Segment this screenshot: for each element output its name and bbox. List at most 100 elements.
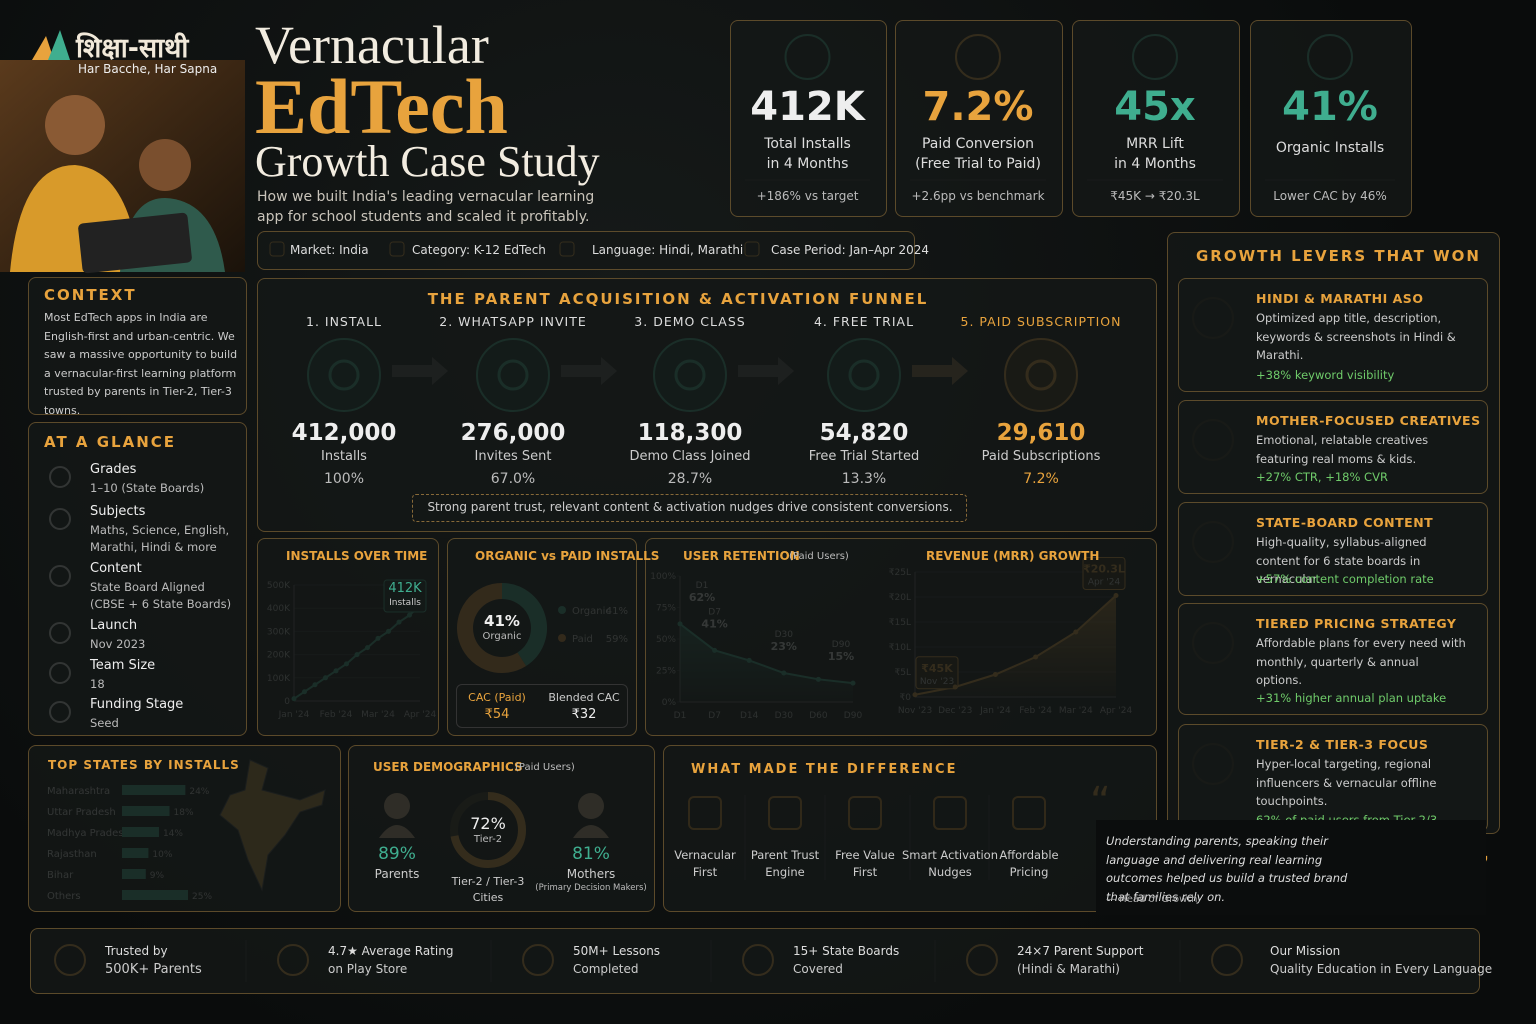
chart-title: ORGANIC vs PAID INSTALLS <box>475 549 660 563</box>
meta-bar <box>257 231 915 270</box>
lever-text: High-quality, syllabus-aligned content f… <box>1256 535 1427 586</box>
glance-label: Subjects <box>90 504 146 519</box>
lever-result: +38% keyword visibility <box>1256 368 1395 382</box>
kpi-value: 7.2% <box>922 84 1034 130</box>
meta-item: Market: India <box>290 243 369 257</box>
lever-result: +57% content completion rate <box>1256 572 1434 586</box>
kpi-card <box>1250 20 1412 217</box>
difference-item: Affordable Pricing <box>999 848 1059 879</box>
kpi-note: +186% vs target <box>756 189 859 203</box>
funnel-step: 5. PAID SUBSCRIPTION <box>960 314 1122 329</box>
chart-subtitle: (Paid Users) <box>789 551 849 562</box>
title: EdTech <box>255 63 508 150</box>
funnel-pct: 100% <box>323 471 365 487</box>
section-title: CONTEXT <box>44 286 137 304</box>
chart-title: INSTALLS OVER TIME <box>286 549 428 563</box>
glance-value: Seed <box>90 716 119 730</box>
kpi-note: +2.6pp vs benchmark <box>911 189 1045 203</box>
funnel-pct: 13.3% <box>841 471 887 487</box>
photo-person <box>139 139 191 191</box>
stat-label: Blended CAC <box>548 691 620 704</box>
funnel-label: Paid Subscriptions <box>981 449 1101 464</box>
demo-note: (Primary Decision Makers) <box>535 883 647 893</box>
chart-panel <box>257 538 439 736</box>
annotation: 412K <box>388 581 422 596</box>
logo <box>32 36 54 60</box>
funnel-label: Free Trial Started <box>808 449 920 464</box>
title: Vernacular <box>255 15 489 75</box>
meta-item: Case Period: Jan–Apr 2024 <box>771 243 930 257</box>
difference-item: Parent Trust Engine <box>750 848 820 879</box>
meta-item: Category: K-12 EdTech <box>412 243 546 257</box>
funnel-panel <box>257 278 1157 532</box>
demo-value: 72% <box>470 814 506 833</box>
photo-tablet <box>78 212 192 274</box>
funnel-step: 3. DEMO CLASS <box>634 314 746 329</box>
glance-value: Maths, Science, English, Marathi, Hindi … <box>90 523 230 554</box>
difference-item: Free Value First <box>835 848 895 879</box>
funnel-pct: 7.2% <box>1023 471 1059 487</box>
lever-title: HINDI & MARATHI ASO <box>1256 291 1424 306</box>
stat-box <box>456 684 628 728</box>
section-title: GROWTH LEVERS THAT WON <box>1196 247 1481 265</box>
funnel-value: 118,300 <box>637 420 743 446</box>
funnel-step: 1. INSTALL <box>305 314 383 329</box>
difference-panel <box>663 745 1157 912</box>
kpi-card <box>895 20 1063 217</box>
glance-label: Grades <box>90 462 137 477</box>
lever-result: +27% CTR, +18% CVR <box>1256 470 1388 484</box>
demo-sub: Tier-2 <box>473 834 503 845</box>
demo-label: Tier-2 / Tier-3 Cities <box>451 875 525 904</box>
glance-value: 1–10 (State Boards) <box>90 481 205 495</box>
funnel-label: Invites Sent <box>474 449 552 464</box>
pie-center: 41% <box>484 612 520 630</box>
footer-line2: Completed <box>573 962 639 976</box>
brand-tagline: Har Bacche, Har Sapna <box>78 62 218 76</box>
footer-line2: on Play Store <box>328 962 408 976</box>
funnel-note-box <box>412 494 967 522</box>
kpi-card <box>1072 20 1240 217</box>
funnel-step: 4. FREE TRIAL <box>813 314 915 329</box>
chart-title: REVENUE (MRR) GROWTH <box>926 549 1100 563</box>
kpi-note: ₹45K → ₹20.3L <box>1110 189 1200 203</box>
section-title: THE PARENT ACQUISITION & ACTIVATION FUNN… <box>427 290 929 308</box>
glance-value: State Board Aligned (CBSE + 6 State Boar… <box>90 580 232 611</box>
footer-line1: Our Mission <box>1270 944 1341 958</box>
kpi-label: Paid Conversion (Free Trial to Paid) <box>915 136 1041 172</box>
kpi-label: Total Installs in 4 Months <box>764 136 851 172</box>
funnel-value: 276,000 <box>460 420 566 446</box>
demo-value: 81% <box>572 844 610 864</box>
funnel-value: 54,820 <box>819 420 909 446</box>
glance-label: Team Size <box>90 658 156 673</box>
kpi-card <box>730 20 887 217</box>
lever-text: Affordable plans for every need with mon… <box>1256 636 1466 687</box>
demo-value: 89% <box>378 844 416 864</box>
lever-text: Optimized app title, description, keywor… <box>1256 311 1456 362</box>
funnel-label: Demo Class Joined <box>629 449 751 464</box>
lever-card <box>1178 278 1488 392</box>
demo-label: Mothers <box>566 867 616 881</box>
glance-value: 18 <box>90 677 105 691</box>
glance-panel <box>28 422 247 736</box>
chart-panel <box>645 538 1157 736</box>
states-panel <box>28 745 341 912</box>
footer-line2: (Hindi & Marathi) <box>1017 962 1120 976</box>
kpi-note: Lower CAC by 46% <box>1273 189 1387 203</box>
footer-line2: Covered <box>793 962 843 976</box>
funnel-value: 412,000 <box>291 420 397 446</box>
kpi-value: 45x <box>1114 84 1196 130</box>
demo-label: Parents <box>374 867 420 881</box>
lever-title: TIERED PRICING STRATEGY <box>1256 616 1457 631</box>
footer-line2: Quality Education in Every Language <box>1270 962 1493 976</box>
footer-line1: Trusted by <box>105 944 168 958</box>
glance-value: Nov 2023 <box>90 637 146 651</box>
lever-text: Emotional, relatable creatives featuring… <box>1256 433 1429 466</box>
kpi-value: 41% <box>1282 84 1378 130</box>
footer-line2: 500K+ Parents <box>105 962 202 977</box>
chart-title: TOP STATES BY INSTALLS <box>48 758 240 772</box>
funnel-pct: 28.7% <box>667 471 713 487</box>
lever-title: TIER-2 & TIER-3 FOCUS <box>1256 737 1429 752</box>
lever-title: STATE-BOARD CONTENT <box>1256 515 1434 530</box>
meta-item: Language: Hindi, Marathi <box>592 243 744 257</box>
funnel-note: Strong parent trust, relevant content & … <box>427 500 953 514</box>
